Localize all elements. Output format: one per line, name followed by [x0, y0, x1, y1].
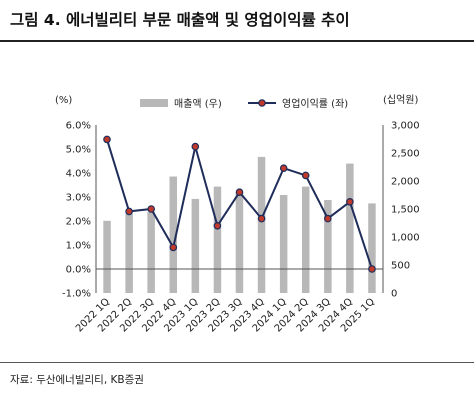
margin-point-2: [147, 205, 156, 213]
bar-0: [103, 220, 111, 293]
right-tick-label: 500: [391, 261, 410, 272]
right-axis-unit: (십억원): [383, 94, 419, 106]
chart-title: 그림 4. 에너빌리티 부문 매출액 및 영업이익률 추이: [10, 11, 350, 29]
margin-point-0: [103, 135, 111, 144]
left-tick-label: 6.0%: [66, 121, 91, 132]
bar-3: [169, 176, 177, 293]
left-tick-label: -1.0%: [62, 289, 91, 300]
legend-line-label: 영업이익률 (좌): [282, 97, 348, 110]
margin-point-10: [323, 214, 332, 223]
source-rule: [0, 362, 474, 363]
legend-line-marker: [258, 99, 266, 107]
bar-8: [279, 195, 288, 293]
margin-point-11: [346, 198, 354, 206]
margin-point-7: [257, 214, 266, 223]
legend-bar-label: 매출액 (우): [174, 98, 222, 110]
right-tick-label: 3,000: [391, 121, 420, 132]
margin-point-8: [279, 164, 288, 173]
right-tick-label: 0: [391, 289, 397, 300]
margin-point-5: [213, 222, 222, 230]
margin-point-9: [301, 171, 310, 180]
left-tick-label: 2.0%: [66, 217, 91, 228]
source-note: 자료: 두산에너빌리티, KB증권: [10, 374, 144, 386]
bar-12: [368, 203, 376, 293]
bar-6: [235, 192, 244, 293]
bar-5: [213, 186, 222, 293]
legend-bar-swatch: [140, 99, 168, 107]
bar-9: [302, 186, 310, 293]
bar-4: [191, 198, 200, 293]
margin-point-3: [169, 243, 178, 252]
left-axis-unit: (%): [55, 95, 72, 106]
margin-point-1: [125, 207, 133, 216]
left-tick-label: 1.0%: [66, 241, 91, 252]
margin-point-12: [368, 265, 376, 273]
right-tick-label: 2,000: [391, 177, 420, 188]
bar-7: [257, 156, 266, 293]
right-tick-label: 1,000: [391, 233, 420, 244]
right-tick-label: 1,500: [391, 205, 420, 216]
margin-point-6: [235, 188, 244, 197]
title-rule: [0, 40, 474, 42]
left-tick-label: 5.0%: [66, 145, 91, 156]
bar-1: [125, 213, 133, 293]
left-tick-label: 0.0%: [66, 265, 91, 276]
left-tick-label: 3.0%: [66, 193, 91, 204]
margin-point-4: [191, 142, 200, 151]
right-tick-label: 2,500: [391, 149, 420, 160]
bar-2: [147, 211, 155, 293]
bar-10: [324, 200, 332, 293]
bar-11: [346, 163, 354, 293]
left-tick-label: 4.0%: [66, 169, 91, 180]
